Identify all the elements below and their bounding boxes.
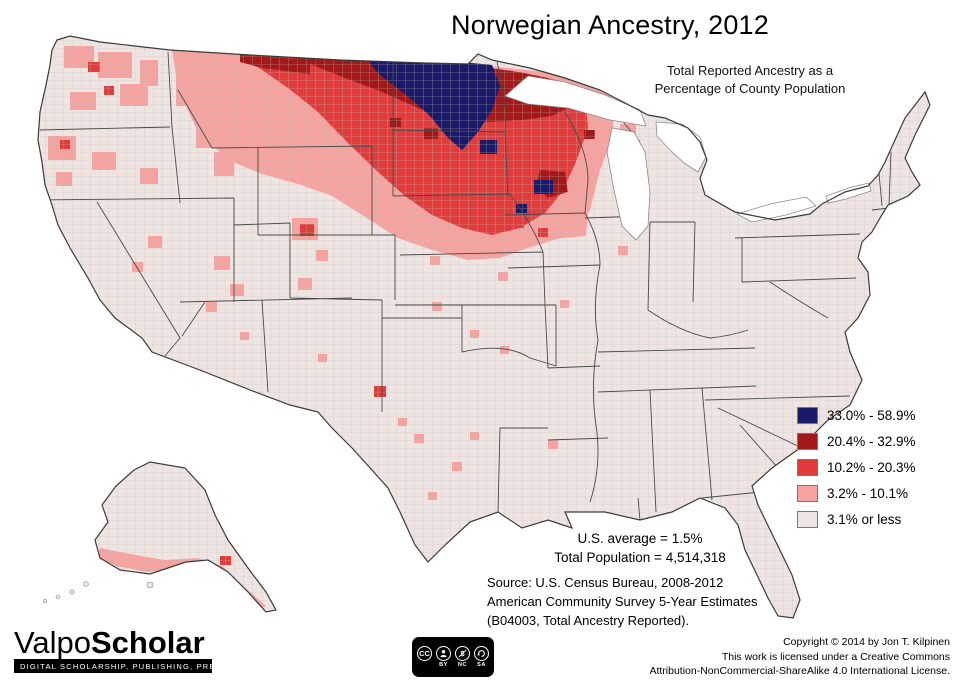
copyright-line-1: Copyright © 2014 by Jon T. Kilpinen: [783, 636, 950, 648]
legend-item: 10.2% - 20.3%: [797, 458, 916, 476]
legend-swatch-navy: [797, 406, 818, 424]
cc-nc: $ NC: [455, 646, 470, 668]
legend-label: 10.2% - 20.3%: [827, 459, 916, 475]
lake-michigan: [606, 127, 651, 241]
cc-by: BY: [436, 646, 451, 668]
legend-label: 20.4% - 32.9%: [827, 433, 916, 449]
copyright-line-3: Attribution-NonCommercial-ShareAlike 4.0…: [649, 665, 950, 677]
map-legend: 33.0% - 58.9% 20.4% - 32.9% 10.2% - 20.3…: [797, 406, 916, 536]
cc-by-person-icon: [436, 646, 451, 661]
cc-license-badge: CC BY $ NC SA: [412, 637, 494, 677]
brand-tagline: DIGITAL SCHOLARSHIP, PUBLISHING, PRESERV…: [14, 659, 212, 673]
source-line-3: (B04003, Total Ancestry Reported).: [487, 613, 690, 628]
cc-letters: CC: [419, 649, 430, 658]
map-subtitle: Total Reported Ancestry as a Percentage …: [635, 62, 865, 98]
legend-item: 33.0% - 58.9%: [797, 406, 916, 424]
source-citation: Source: U.S. Census Bureau, 2008-2012 Am…: [487, 573, 757, 630]
cc-nc-label: NC: [458, 662, 467, 668]
cc-by-label: BY: [439, 662, 448, 668]
cc-logo: CC: [417, 646, 432, 668]
national-outline: [37, 35, 931, 619]
subtitle-line-2: Percentage of County Population: [654, 81, 846, 96]
legend-item: 20.4% - 32.9%: [797, 432, 916, 450]
cc-icon: CC: [417, 646, 432, 661]
legend-swatch-red: [797, 458, 818, 476]
valposcholar-logo: ValpoScholar DIGITAL SCHOLARSHIP, PUBLIS…: [14, 627, 212, 673]
copyright-line-2: This work is licensed under a Creative C…: [721, 650, 950, 663]
legend-label: 33.0% - 58.9%: [827, 407, 916, 423]
us-average: U.S. average = 1.5%: [577, 531, 703, 546]
brand-name-regular: Valpo: [14, 625, 91, 660]
copyright-notice: Copyright © 2014 by Jon T. Kilpinen This…: [649, 635, 950, 679]
legend-item: 3.1% or less: [797, 510, 916, 528]
legend-swatch-lightest: [797, 510, 818, 528]
cc-sa-label: SA: [477, 662, 486, 668]
legend-item: 3.2% - 10.1%: [797, 484, 916, 502]
summary-stats: U.S. average = 1.5% Total Population = 4…: [515, 529, 765, 567]
brand-name-bold: Scholar: [91, 625, 205, 660]
legend-swatch-darkred: [797, 432, 818, 450]
subtitle-line-1: Total Reported Ancestry as a: [666, 63, 834, 78]
cc-sa: SA: [474, 646, 489, 668]
page-title: Norwegian Ancestry, 2012: [451, 10, 769, 40]
cc-spacer: [423, 662, 425, 668]
source-line-2: American Community Survey 5-Year Estimat…: [487, 594, 758, 609]
source-line-1: Source: U.S. Census Bureau, 2008-2012: [487, 575, 724, 590]
lake-superior: [504, 75, 647, 127]
cc-sa-arrow-icon: [474, 646, 489, 661]
total-population: Total Population = 4,514,318: [554, 550, 726, 565]
legend-label: 3.2% - 10.1%: [827, 485, 909, 501]
legend-label: 3.1% or less: [827, 511, 902, 527]
legend-swatch-pink: [797, 484, 818, 502]
valposcholar-wordmark: ValpoScholar: [14, 627, 212, 658]
aleutian-islands: [42, 581, 154, 604]
state-boundaries: [38, 51, 907, 521]
cc-nc-dollar-icon: $: [455, 646, 470, 661]
